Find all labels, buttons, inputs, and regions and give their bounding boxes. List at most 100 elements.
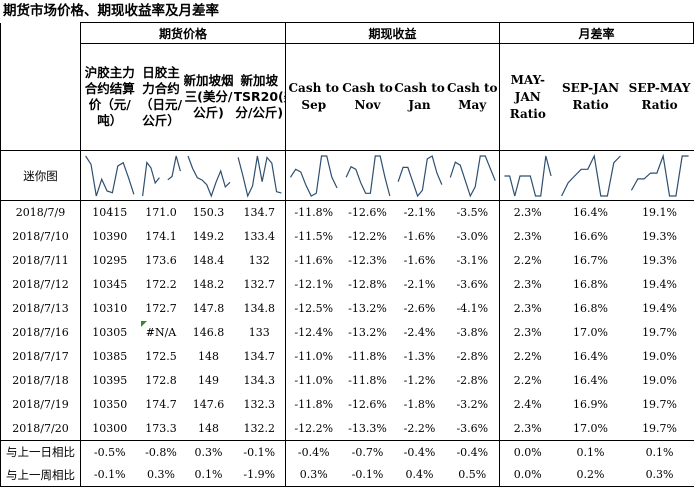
- summary-row: 与上一周相比 -0.1% 0.3% 0.1% -1.9% 0.3% -0.1% 0.4% 0.5…: [0, 463, 694, 487]
- sparkline-chart: [556, 152, 626, 200]
- table-row: 2018/7/12 10345 172.2 148.2 132.7 -12.1% -12.8…: [0, 272, 694, 297]
- cell: -2.8%: [456, 374, 489, 387]
- cell: 172.7: [145, 302, 177, 315]
- cell: 2.3%: [499, 272, 556, 297]
- cell: 0.2%: [555, 463, 626, 487]
- col-header-cash-sep: Cash to Sep: [285, 43, 342, 151]
- cell: 0.3%: [194, 445, 223, 459]
- cell: 16.8%: [573, 302, 608, 315]
- table-row: 2018/7/18 10395 172.8 149 134.3 -11.0% -11.8% -…: [0, 368, 694, 393]
- cell: 2.2%: [499, 248, 556, 273]
- sparkline-cell: [341, 150, 394, 201]
- sparkline-line: [504, 156, 551, 196]
- table-row-label: 2018/7/19: [0, 392, 81, 417]
- cell: -0.7%: [351, 445, 384, 459]
- cell: 2.3%: [499, 320, 556, 345]
- summary-row-label: 与上一周相比: [0, 463, 81, 487]
- cell: -11.0%: [285, 344, 342, 369]
- cell: -0.1%: [341, 463, 394, 487]
- cell: 0.3%: [625, 463, 694, 487]
- cell: 149.2: [192, 230, 225, 243]
- group-futures-header: 期货价格: [79, 22, 287, 44]
- cell: 19.7%: [642, 398, 678, 411]
- table-row: 2018/7/9 10415 171.0 150.3 134.7 -11.8% -12.6%…: [0, 200, 694, 225]
- cell: -11.8%: [348, 374, 387, 387]
- sparkline-cell: [285, 150, 342, 201]
- group-spot-header: 期现收益: [285, 22, 501, 44]
- cell: -2.8%: [456, 350, 489, 363]
- sparkline-cell: [233, 150, 286, 201]
- cell: -12.8%: [348, 278, 387, 291]
- cell: -3.8%: [456, 326, 489, 339]
- cell: 0.1%: [183, 463, 234, 487]
- table-row: 2018/7/13 10310 172.7 147.8 134.8 -12.5% -13.2…: [0, 296, 694, 321]
- sparkline-line: [398, 156, 442, 196]
- cell: -0.8%: [145, 445, 177, 459]
- cell: -3.5%: [456, 206, 489, 220]
- cell: 0.1%: [576, 445, 605, 459]
- cell: 0.0%: [499, 463, 556, 487]
- cell: -0.4%: [403, 445, 436, 459]
- col-header-cash-jan: Cash to Jan: [393, 43, 446, 151]
- cell: -3.6%: [445, 416, 500, 441]
- cell: 10390: [80, 224, 139, 249]
- cell: 173.3: [138, 416, 184, 441]
- cell: -1.6%: [403, 254, 436, 267]
- sparkline-cell: [183, 150, 234, 201]
- cell: 2.2%: [499, 368, 556, 393]
- cell: 10350: [80, 392, 139, 417]
- cell: 0.3%: [138, 463, 184, 487]
- cell: 17.0%: [555, 416, 626, 441]
- cell: 148.4: [192, 254, 225, 267]
- sparkline-line: [86, 156, 134, 196]
- sparkline-chart: [286, 152, 342, 200]
- table-row-label: 2018/7/20: [0, 416, 81, 441]
- cell: 16.4%: [573, 374, 608, 387]
- cell: 0.1%: [645, 445, 674, 459]
- cell: 2.3%: [499, 296, 556, 321]
- cell: -2.4%: [403, 326, 436, 339]
- cell: #N/A: [139, 320, 184, 345]
- table-row-label: 2018/7/11: [0, 248, 81, 273]
- col-header-cash-nov: Cash to Nov: [341, 43, 394, 151]
- table-row-label: 2018/7/9: [0, 200, 81, 225]
- date-header-cell: [0, 43, 81, 151]
- cell: -13.3%: [341, 416, 394, 441]
- cell: -13.2%: [348, 302, 387, 315]
- col-header-sep-jan: SEP-JAN Ratio: [555, 43, 626, 151]
- cell: 134.8: [243, 302, 276, 315]
- cell: 19.0%: [642, 350, 678, 363]
- cell: -11.6%: [285, 248, 342, 273]
- table-row-label: 2018/7/17: [0, 344, 81, 369]
- cell: -12.4%: [285, 320, 342, 345]
- sparkline-cell: [625, 150, 694, 201]
- cell: 147.8: [192, 302, 225, 315]
- cell: 16.4%: [573, 350, 608, 363]
- summary-row-label: 与上一日相比: [0, 440, 81, 464]
- cell: 132.2: [233, 416, 286, 441]
- sparkline-chart: [394, 152, 446, 200]
- cell: -4.1%: [456, 302, 489, 315]
- cell: -3.6%: [456, 278, 489, 291]
- cell: 16.4%: [573, 206, 608, 220]
- cell: 134.7: [243, 350, 276, 363]
- cell: 2.3%: [499, 224, 556, 249]
- cell: 173.6: [145, 254, 177, 267]
- sparkline-chart: [626, 152, 694, 200]
- group-spread-header: 月差率: [499, 22, 695, 44]
- cell: -12.2%: [348, 230, 387, 243]
- sparkline-cell: [80, 150, 139, 201]
- cell: -12.3%: [348, 254, 387, 267]
- sparkline-line: [346, 156, 390, 196]
- cell: 19.7%: [642, 326, 678, 339]
- cell: 16.9%: [573, 398, 608, 411]
- cell: -3.0%: [456, 230, 489, 243]
- sparkline-chart: [446, 152, 500, 200]
- cell: 0.4%: [393, 463, 446, 487]
- table-row-label: 2018/7/13: [0, 296, 81, 321]
- cell: 148: [198, 350, 219, 363]
- cell: -1.9%: [233, 463, 286, 487]
- cell: -11.8%: [285, 200, 342, 225]
- cell: 19.0%: [642, 374, 678, 387]
- cell: -2.1%: [403, 206, 436, 220]
